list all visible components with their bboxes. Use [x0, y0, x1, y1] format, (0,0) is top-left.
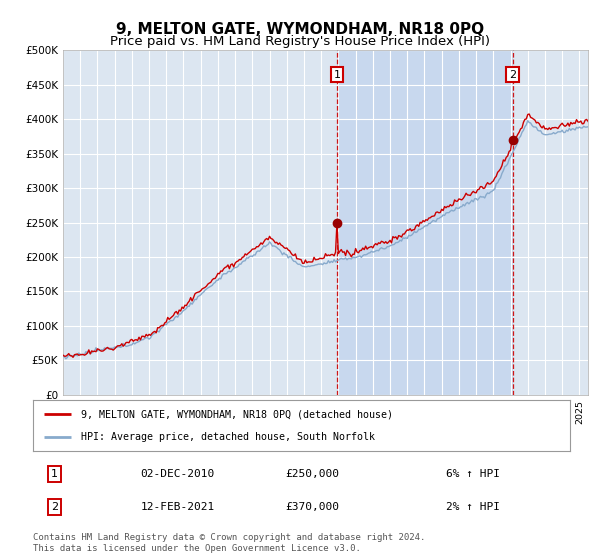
Bar: [337, 50, 512, 395]
Text: 2: 2: [51, 502, 58, 512]
Text: 9, MELTON GATE, WYMONDHAM, NR18 0PQ (detached house): 9, MELTON GATE, WYMONDHAM, NR18 0PQ (det…: [82, 409, 394, 419]
Text: Price paid vs. HM Land Registry's House Price Index (HPI): Price paid vs. HM Land Registry's House …: [110, 35, 490, 48]
Text: £250,000: £250,000: [285, 469, 339, 479]
Text: 1: 1: [334, 69, 341, 80]
Text: £370,000: £370,000: [285, 502, 339, 512]
Text: Contains HM Land Registry data © Crown copyright and database right 2024.
This d: Contains HM Land Registry data © Crown c…: [33, 533, 425, 553]
Text: 12-FEB-2021: 12-FEB-2021: [140, 502, 215, 512]
Text: 1: 1: [51, 469, 58, 479]
Text: 2% ↑ HPI: 2% ↑ HPI: [446, 502, 500, 512]
Text: 02-DEC-2010: 02-DEC-2010: [140, 469, 215, 479]
Text: HPI: Average price, detached house, South Norfolk: HPI: Average price, detached house, Sout…: [82, 432, 376, 442]
Text: 9, MELTON GATE, WYMONDHAM, NR18 0PQ: 9, MELTON GATE, WYMONDHAM, NR18 0PQ: [116, 22, 484, 38]
Text: 2: 2: [509, 69, 516, 80]
Text: 6% ↑ HPI: 6% ↑ HPI: [446, 469, 500, 479]
